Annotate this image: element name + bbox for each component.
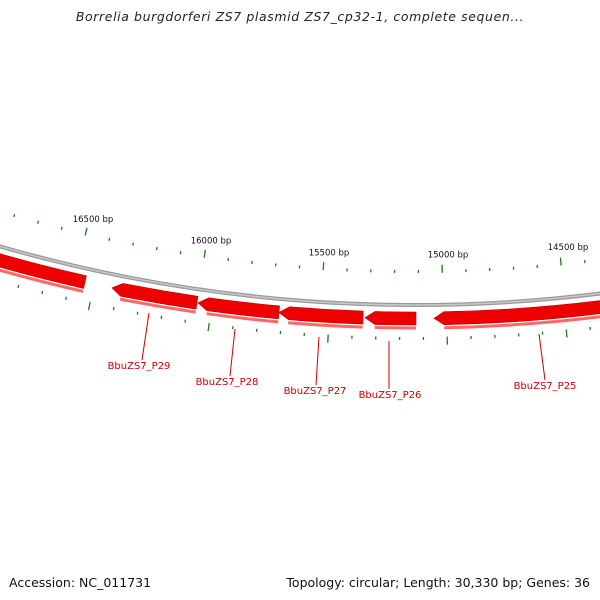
scale-label: 15000 bp <box>428 251 469 261</box>
scale-tick-outer <box>322 262 325 271</box>
gene-label: BbuZS7_P26 <box>359 390 422 401</box>
gene-track <box>0 253 600 330</box>
gene-label: BbuZS7_P29 <box>108 361 171 372</box>
gene-arc <box>197 297 280 320</box>
scale-tick-outer <box>559 257 562 266</box>
scale-tick-inner <box>41 290 44 295</box>
scale-tick-inner <box>17 284 20 288</box>
gene-arc-highlight <box>374 325 417 330</box>
gene-leader-line <box>229 328 236 377</box>
scale-tick-outer <box>60 226 63 230</box>
gene-arc <box>111 283 199 310</box>
gene-arc-highlight <box>288 321 363 329</box>
gene-arc <box>0 253 87 289</box>
gene-leader-line <box>315 336 320 386</box>
scale-tick-outer <box>203 249 206 258</box>
backbone-arc-highlight <box>0 245 600 306</box>
scale-label: 15500 bp <box>309 248 350 258</box>
scale-tick-outer <box>132 242 135 246</box>
scale-tick-inner <box>112 307 115 311</box>
topology-summary: Topology: circular; Length: 30,330 bp; G… <box>286 575 590 590</box>
gene-label: BbuZS7_P27 <box>284 386 347 397</box>
scale-tick-inner <box>87 302 91 311</box>
scale-tick-inner <box>65 296 68 300</box>
accession-text: Accession: NC_011731 <box>9 575 152 590</box>
gene-arc <box>364 311 417 326</box>
gene-leader-line <box>538 333 546 381</box>
gene-arc-highlight <box>206 312 279 324</box>
gene-arc-highlight <box>444 315 600 330</box>
scale-tick-outer <box>155 247 158 251</box>
scale-label: 16000 bp <box>191 237 232 247</box>
scale-tick-outer <box>36 220 39 224</box>
gene-label: BbuZS7_P28 <box>196 377 259 388</box>
gene-label: BbuZS7_P25 <box>514 381 577 392</box>
gene-arc <box>433 300 600 326</box>
scale-tick-inner <box>136 311 139 315</box>
gene-arc-highlight <box>0 268 84 293</box>
scale-ticks <box>13 214 591 345</box>
gene-arc <box>278 306 364 325</box>
scale-tick-outer <box>108 237 111 241</box>
gene-arc-highlight <box>119 297 196 314</box>
plasmid-backbone <box>0 244 600 307</box>
scale-tick-inner <box>207 323 210 332</box>
scale-label: 16500 bp <box>73 215 114 225</box>
map-title: Borrelia burgdorferi ZS7 plasmid ZS7_cp3… <box>75 9 525 24</box>
backbone-arc <box>0 244 600 307</box>
labels: 16500 bp 16000 bp 15500 bp 15000 bp 14500 bp… <box>73 215 589 401</box>
scale-label: 14500 bp <box>548 243 589 253</box>
scale-tick-outer <box>13 214 16 218</box>
gene-leader-line <box>141 312 150 361</box>
scale-tick-outer <box>84 227 88 236</box>
scale-tick-inner <box>565 329 568 338</box>
